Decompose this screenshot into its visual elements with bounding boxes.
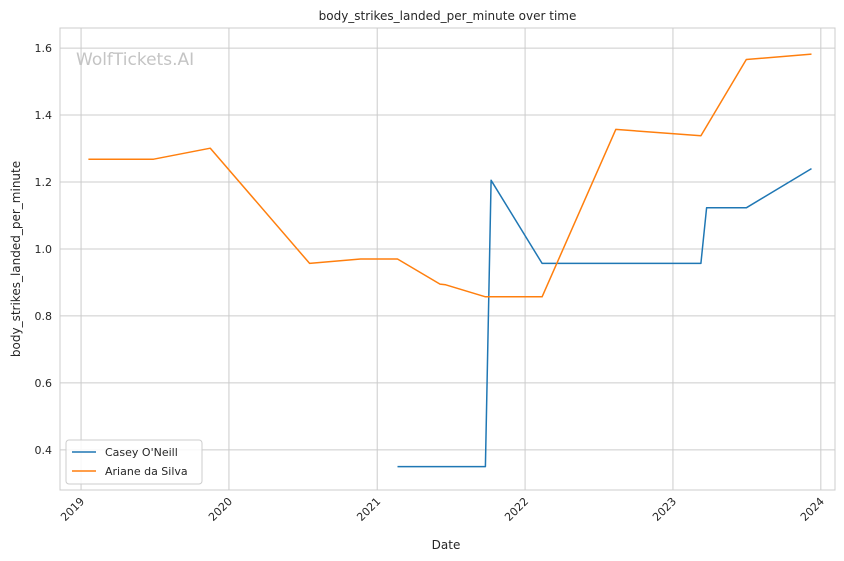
legend: Casey O'Neill Ariane da Silva bbox=[65, 439, 203, 485]
y-tick-label: 0.4 bbox=[35, 444, 53, 457]
x-tick-label: 2020 bbox=[206, 495, 235, 524]
x-axis-ticks: 2019 2020 2021 2022 2023 2024 bbox=[58, 495, 827, 524]
legend-label-casey: Casey O'Neill bbox=[105, 446, 178, 459]
x-tick-label: 2023 bbox=[650, 495, 679, 524]
x-tick-label: 2019 bbox=[58, 495, 87, 524]
y-axis-ticks: 0.4 0.6 0.8 1.0 1.2 1.4 1.6 bbox=[35, 42, 53, 457]
watermark: WolfTickets.AI bbox=[76, 50, 194, 70]
series-line-casey-oneill bbox=[397, 167, 812, 468]
x-tick-label: 2024 bbox=[798, 495, 827, 524]
y-tick-label: 1.0 bbox=[35, 243, 53, 256]
y-tick-label: 1.2 bbox=[35, 176, 53, 189]
legend-label-ariane: Ariane da Silva bbox=[105, 465, 188, 478]
x-axis-label: Date bbox=[432, 538, 461, 552]
x-tick-label: 2022 bbox=[502, 495, 531, 524]
plot-area bbox=[59, 27, 836, 491]
grid bbox=[60, 28, 835, 490]
y-tick-label: 1.4 bbox=[35, 109, 53, 122]
y-tick-label: 0.6 bbox=[35, 377, 53, 390]
series-layer bbox=[88, 53, 812, 468]
chart-title: body_strikes_landed_per_minute over time bbox=[319, 9, 577, 23]
y-axis-label: body_strikes_landed_per_minute bbox=[9, 161, 23, 357]
series-line-ariane-da-silva bbox=[88, 53, 812, 298]
x-tick-label: 2021 bbox=[354, 495, 383, 524]
y-tick-label: 1.6 bbox=[35, 42, 53, 55]
legend-box bbox=[65, 439, 203, 485]
y-tick-label: 0.8 bbox=[35, 310, 53, 323]
